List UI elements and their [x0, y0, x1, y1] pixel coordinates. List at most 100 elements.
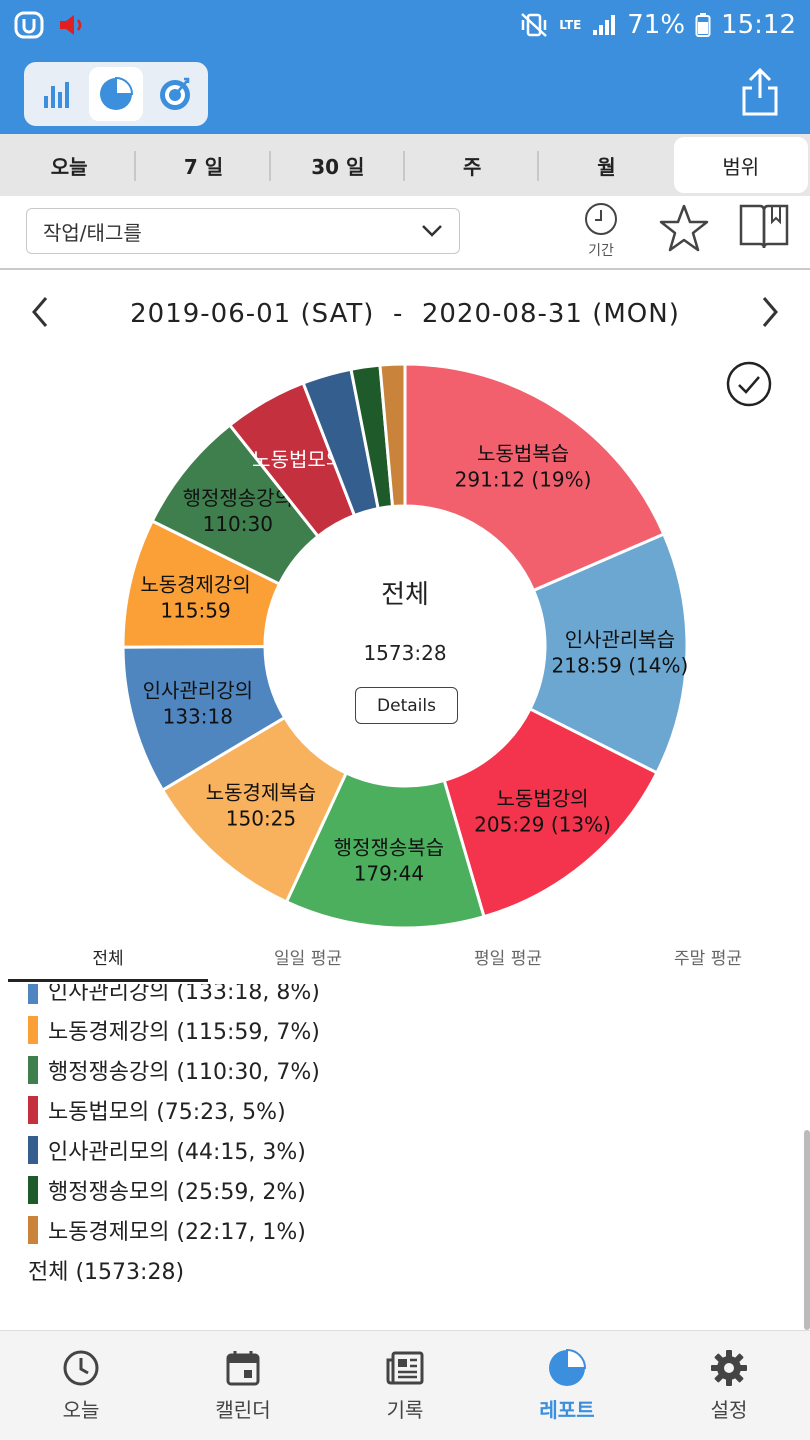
legend-item: 인사관리강의 (133:18, 8%) — [0, 984, 800, 1010]
slice-label: 179:44 — [354, 861, 424, 885]
legend-item-text: 행정쟁송강의 (110:30, 7%) — [48, 1060, 320, 1085]
stat-tab-weekend-average[interactable]: 주말 평균 — [674, 948, 742, 969]
period-button-label: 기간 — [588, 243, 614, 259]
pie-slice[interactable] — [442, 706, 659, 919]
pie-slice[interactable] — [403, 362, 666, 593]
filter-row: 작업/태그를 기간 — [0, 196, 810, 270]
status-bar: LTE 71% 15:12 — [0, 0, 810, 50]
legend-swatch — [28, 1096, 38, 1124]
legend-item-text: 노동경제모의 (22:17, 1%) — [48, 1220, 306, 1245]
next-range-button[interactable] — [758, 294, 782, 330]
slice-label: 115:59 — [160, 598, 230, 622]
slice-label: 인사관리복습 — [565, 627, 675, 651]
legend-item: 인사관리모의 (44:15, 3%) — [0, 1130, 800, 1170]
chart-center-title: 전체 — [381, 580, 429, 610]
calendar-icon — [226, 1351, 260, 1386]
legend-swatch — [28, 1176, 38, 1204]
task-tag-select[interactable]: 작업/태그를 — [26, 208, 460, 254]
stat-tab-total[interactable]: 전체 — [8, 930, 208, 982]
legend-item-text: 노동법모의 (75:23, 5%) — [48, 1100, 286, 1125]
nav-report[interactable]: 레포트 — [486, 1331, 648, 1440]
pie-slice[interactable] — [378, 362, 407, 509]
period-button[interactable]: 기간 — [578, 202, 624, 264]
target-icon — [159, 77, 190, 110]
newspaper-icon — [386, 1351, 424, 1385]
clock-icon — [63, 1350, 99, 1386]
target-view-button[interactable] — [148, 67, 202, 121]
nav-calendar[interactable]: 캘린더 — [162, 1331, 324, 1440]
legend-item-text: 인사관리강의 (133:18, 8%) — [48, 984, 320, 1005]
tab-30-days[interactable]: 30 일 — [271, 137, 406, 193]
view-switch — [24, 62, 208, 126]
legend-swatch — [28, 1216, 38, 1244]
signal-icon — [593, 15, 616, 35]
details-button[interactable]: Details — [355, 687, 458, 724]
nav-today-label: 오늘 — [62, 1398, 100, 1422]
chart-center-total: 1573:28 — [363, 641, 447, 665]
bottom-nav: 오늘 캘린더 기록 — [0, 1330, 810, 1440]
nav-records-label: 기록 — [386, 1398, 424, 1422]
app-header — [0, 50, 810, 134]
battery-icon — [695, 13, 711, 37]
tab-week[interactable]: 주 — [405, 137, 540, 193]
date-range-text: 2019-06-01 (SAT) - 2020-08-31 (MON) — [130, 299, 680, 329]
legend-swatch — [28, 1136, 38, 1164]
slice-label: 행정쟁송복습 — [334, 835, 444, 859]
nav-settings-label: 설정 — [710, 1398, 748, 1422]
bookmark-button[interactable] — [736, 202, 792, 252]
legend-item: 행정쟁송강의 (110:30, 7%) — [0, 1050, 800, 1090]
battery-percent: 71% — [627, 10, 686, 40]
stat-tab-daily-average[interactable]: 일일 평균 — [274, 948, 342, 969]
tab-month[interactable]: 월 — [597, 154, 616, 179]
speaker-icon — [60, 15, 82, 35]
network-type: LTE — [559, 18, 582, 32]
legend-list[interactable]: 인사관리강의 (133:18, 8%) 노동경제강의 (115:59, 7%) 행정… — [0, 984, 810, 1328]
legend-total: 전체 (1573:28) — [28, 1260, 185, 1285]
legend-item: 노동법모의 (75:23, 5%) — [0, 1090, 800, 1130]
chevron-right-icon — [762, 297, 778, 327]
app-notification-icon — [14, 11, 44, 39]
slice-label: 행정쟁송강의 — [183, 486, 293, 510]
pie-chart-view-button[interactable] — [88, 67, 143, 121]
legend-list-inner: 인사관리강의 (133:18, 8%) 노동경제강의 (115:59, 7%) 행정… — [0, 984, 800, 1290]
tab-range[interactable]: 범위 — [673, 137, 808, 193]
clock-time: 15:12 — [721, 10, 796, 40]
clock-icon — [585, 203, 617, 235]
legend-swatch — [28, 984, 38, 1004]
task-tag-select-value: 작업/태그를 — [43, 220, 142, 245]
favorite-button[interactable] — [658, 202, 710, 254]
slice-label: 110:30 — [203, 512, 273, 536]
bar-chart-view-button[interactable] — [30, 67, 84, 121]
star-icon — [659, 204, 709, 252]
period-tabs: 오늘 7 일 30 일 주 월 범위 — [0, 134, 810, 196]
share-icon — [742, 67, 778, 116]
slice-label: 노동법복습 — [477, 441, 569, 465]
gear-icon — [711, 1350, 747, 1386]
nav-today[interactable]: 오늘 — [0, 1331, 162, 1440]
pie-chart-icon — [549, 1348, 587, 1386]
legend-item: 행정쟁송모의 (25:59, 2%) — [0, 1170, 800, 1210]
slice-label: 291:12 (19%) — [455, 467, 592, 491]
chevron-down-icon — [422, 225, 442, 237]
tab-today[interactable]: 오늘 — [2, 137, 137, 193]
previous-range-button[interactable] — [28, 294, 52, 330]
check-button[interactable] — [726, 361, 772, 407]
pie-slice[interactable] — [528, 532, 689, 775]
slice-label: 인사관리강의 — [143, 678, 253, 702]
vibrate-mute-icon — [521, 13, 548, 37]
slice-label: 205:29 (13%) — [474, 812, 611, 836]
legend-scrollbar[interactable] — [804, 1130, 810, 1330]
book-icon — [739, 204, 789, 249]
check-circle-icon — [726, 361, 772, 407]
share-button[interactable] — [740, 66, 780, 118]
slice-label: 150:25 — [226, 807, 296, 831]
stat-tab-weekday-average[interactable]: 평일 평균 — [474, 948, 542, 969]
legend-item-text: 행정쟁송모의 (25:59, 2%) — [48, 1180, 306, 1205]
nav-records[interactable]: 기록 — [324, 1331, 486, 1440]
nav-settings[interactable]: 설정 — [648, 1331, 810, 1440]
bar-chart-icon — [44, 82, 70, 108]
tab-7-days[interactable]: 7 일 — [136, 137, 271, 193]
slice-label: 노동경제복습 — [206, 781, 316, 805]
legend-item: 노동경제강의 (115:59, 7%) — [0, 1010, 800, 1050]
